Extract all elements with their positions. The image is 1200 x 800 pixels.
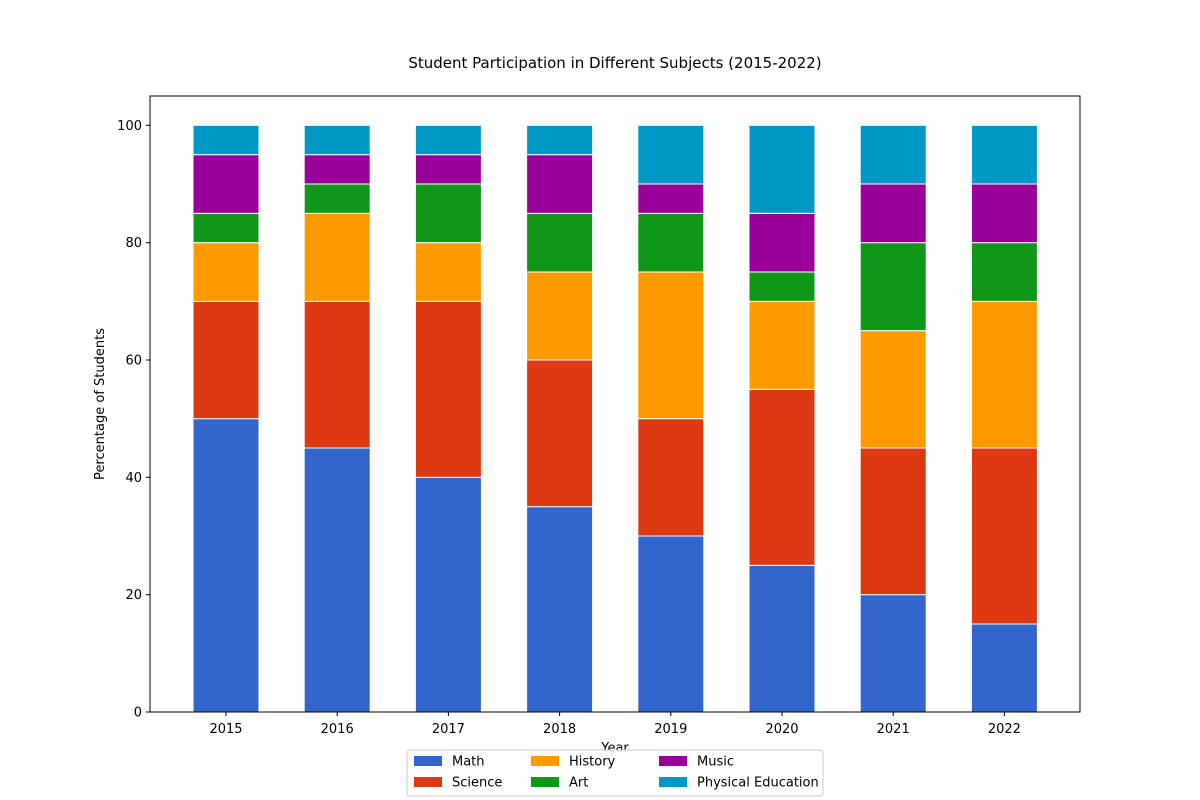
x-tick-label: 2019	[654, 722, 687, 737]
bar-math-2017	[414, 476, 482, 713]
bar-physical-education-2017	[414, 124, 482, 156]
bar-history-2015	[192, 242, 260, 302]
legend-label-physical-education: Physical Education	[697, 776, 819, 791]
legend-swatch-science	[414, 777, 442, 787]
bar-art-2017	[414, 183, 482, 244]
legend-label-science: Science	[452, 776, 502, 791]
bar-art-2016	[303, 183, 371, 214]
bar-history-2020	[748, 300, 816, 390]
bar-science-2019	[637, 418, 705, 537]
bar-math-2015	[192, 418, 260, 713]
x-tick-label: 2020	[765, 722, 798, 737]
bar-history-2019	[637, 271, 705, 420]
bar-music-2022	[970, 183, 1038, 244]
x-tick-label: 2016	[321, 722, 354, 737]
legend-swatch-math	[414, 756, 442, 766]
bar-music-2021	[859, 183, 927, 244]
bar-science-2020	[748, 388, 816, 566]
bar-history-2018	[526, 271, 594, 361]
bar-physical-education-2022	[970, 124, 1038, 185]
x-tick-label: 2021	[877, 722, 910, 737]
y-tick-label: 60	[125, 354, 142, 369]
legend-label-history: History	[569, 755, 616, 770]
bar-science-2016	[303, 300, 371, 449]
bar-music-2016	[303, 154, 371, 185]
bar-music-2020	[748, 212, 816, 273]
legend-swatch-history	[531, 756, 559, 766]
bar-music-2018	[526, 154, 594, 214]
legend-swatch-art	[531, 777, 559, 787]
y-tick-label: 100	[117, 119, 142, 134]
x-axis: 2015 2016 2017 2018 2019 2020 2021 2022	[209, 712, 1021, 737]
bar-math-2021	[859, 594, 927, 713]
bar-physical-education-2019	[637, 124, 705, 185]
bar-art-2018	[526, 212, 594, 273]
bar-history-2021	[859, 330, 927, 449]
bar-science-2022	[970, 447, 1038, 625]
bar-music-2015	[192, 154, 260, 214]
x-tick-label: 2018	[543, 722, 576, 737]
bar-music-2019	[637, 183, 705, 214]
y-tick-label: 40	[125, 471, 142, 486]
y-axis: 0 20 40 60 80 100	[117, 119, 150, 721]
bar-art-2021	[859, 242, 927, 332]
bar-art-2020	[748, 271, 816, 302]
legend-swatch-music	[659, 756, 687, 766]
bar-math-2019	[637, 535, 705, 713]
legend: Math Science History Art Music Physical Educa…	[406, 749, 824, 797]
bar-art-2015	[192, 212, 260, 244]
bar-math-2022	[970, 623, 1038, 713]
bar-science-2017	[414, 300, 482, 478]
x-tick-label: 2017	[432, 722, 465, 737]
bar-history-2016	[303, 212, 371, 302]
bar-history-2022	[970, 300, 1038, 449]
bar-music-2017	[414, 154, 482, 185]
bar-physical-education-2018	[526, 124, 594, 156]
bar-science-2015	[192, 300, 260, 420]
bar-physical-education-2020	[748, 124, 816, 214]
bar-physical-education-2021	[859, 124, 927, 185]
legend-label-art: Art	[569, 776, 588, 791]
y-tick-label: 0	[134, 706, 142, 721]
bar-science-2018	[526, 359, 594, 508]
bar-math-2018	[526, 506, 594, 713]
bar-physical-education-2015	[192, 124, 260, 156]
y-tick-label: 80	[125, 236, 142, 251]
chart-title: Student Participation in Different Subje…	[408, 54, 821, 72]
bar-history-2017	[414, 242, 482, 302]
y-axis-label: Percentage of Students	[93, 328, 108, 480]
legend-box	[406, 749, 824, 797]
bars-layer	[192, 124, 1038, 713]
legend-label-math: Math	[452, 755, 485, 770]
x-tick-label: 2022	[988, 722, 1021, 737]
bar-art-2022	[970, 242, 1038, 302]
plot-frame	[149, 95, 1081, 713]
bar-math-2020	[748, 564, 816, 713]
bar-science-2021	[859, 447, 927, 596]
y-tick-label: 20	[125, 588, 142, 603]
bar-physical-education-2016	[303, 124, 371, 156]
bar-math-2016	[303, 447, 371, 713]
legend-swatch-physical-education	[659, 777, 687, 787]
legend-label-music: Music	[697, 755, 734, 770]
bar-art-2019	[637, 212, 705, 273]
x-tick-label: 2015	[209, 722, 242, 737]
